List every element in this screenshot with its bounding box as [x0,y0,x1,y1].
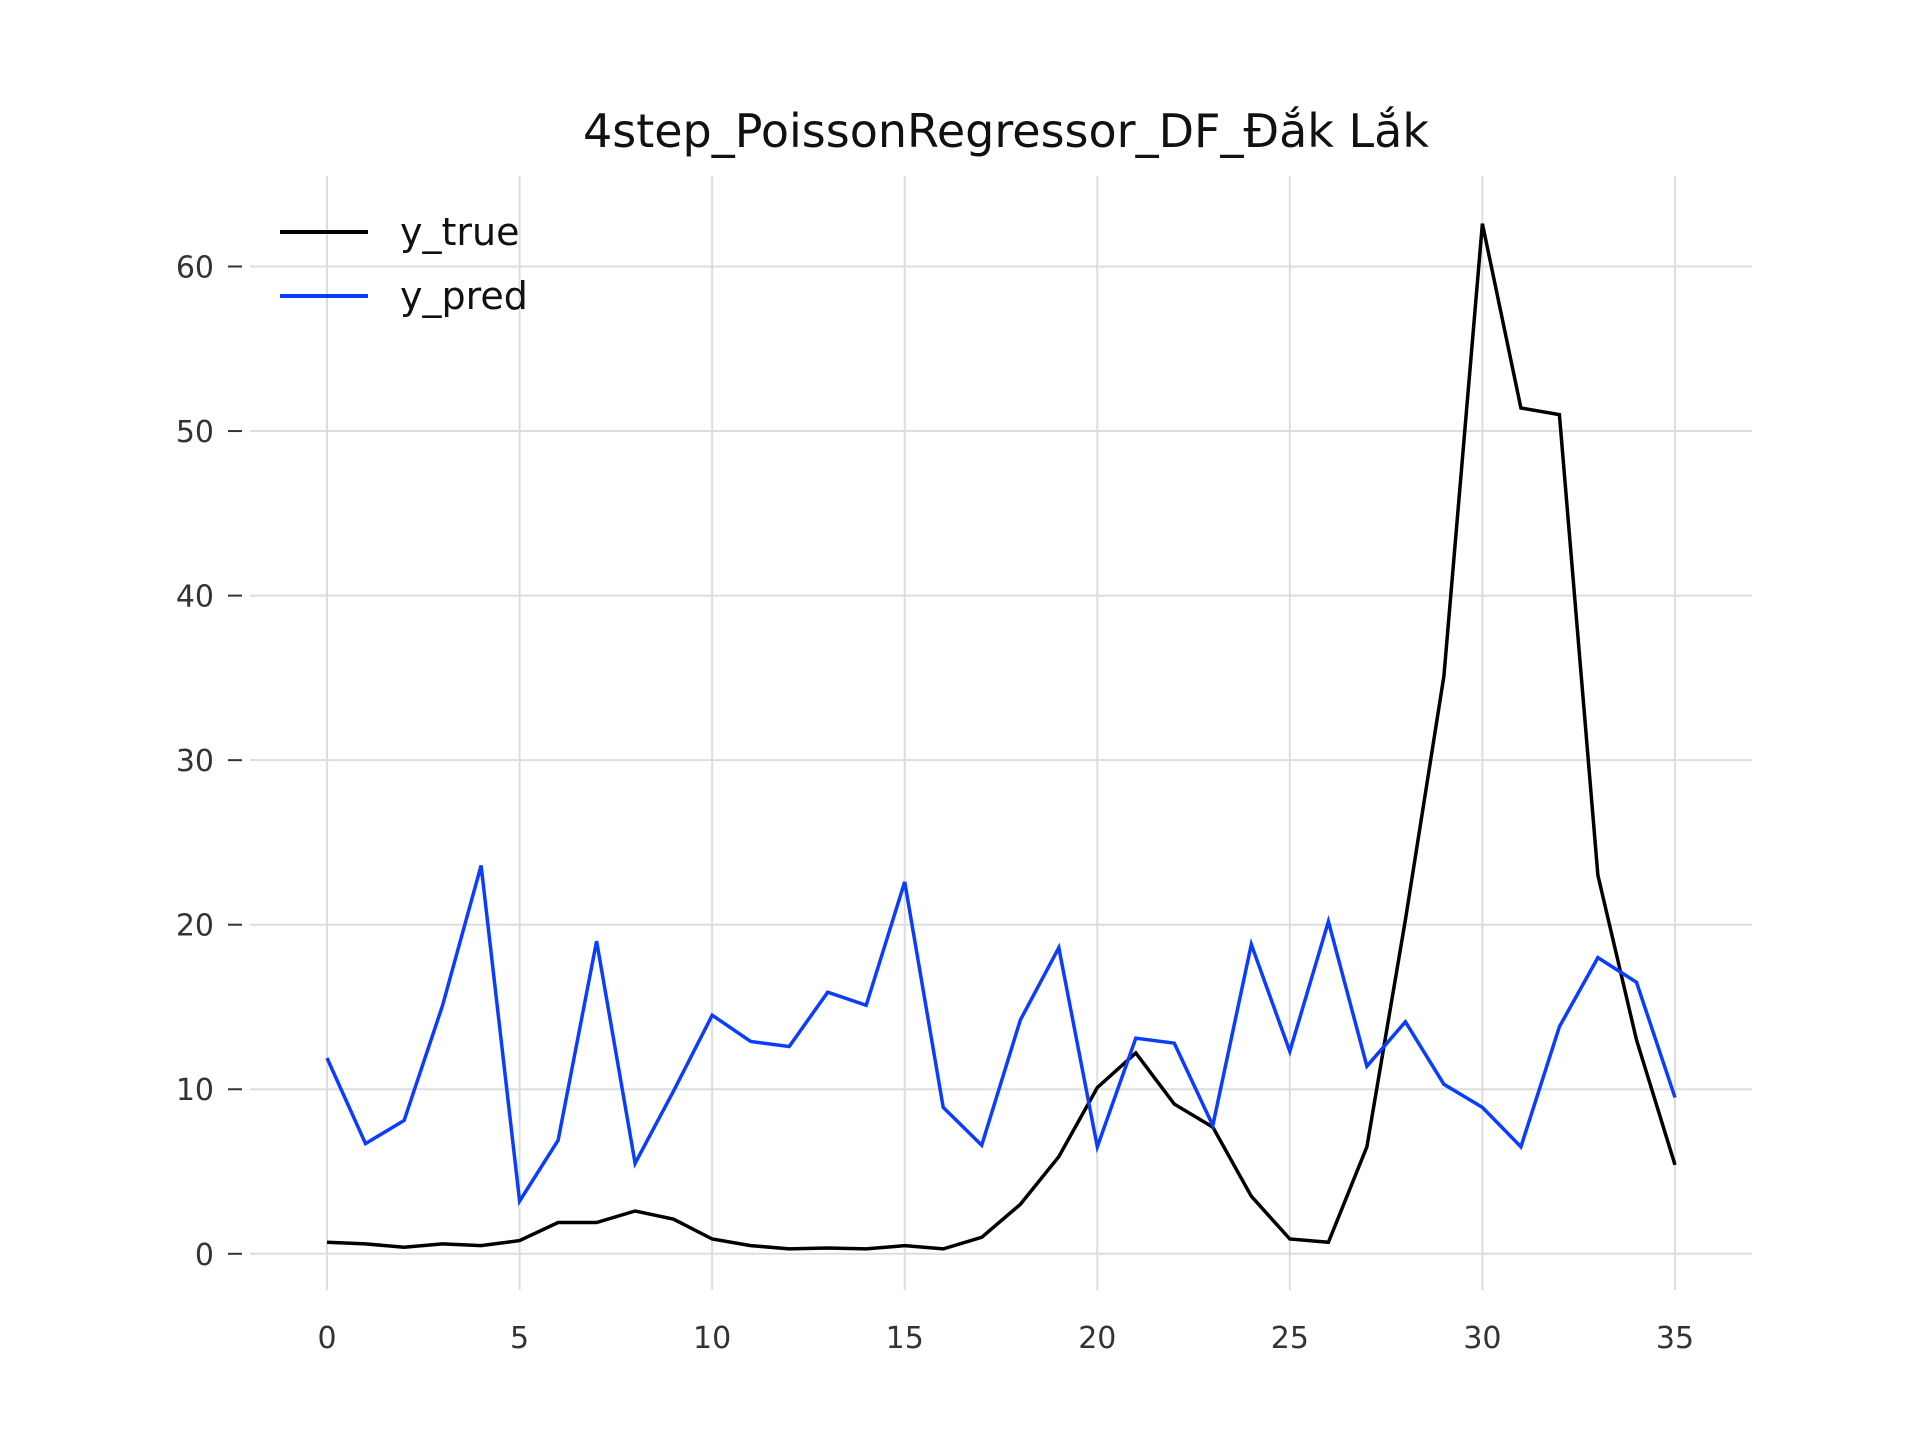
y-tick-label: 0 [195,1238,214,1273]
legend-label: y_pred [400,274,528,318]
x-tick-label: 20 [1078,1321,1116,1356]
x-tick-label: 30 [1463,1321,1501,1356]
y-tick-label: 20 [176,909,214,944]
y-tick-label: 10 [176,1073,214,1108]
series-group [325,223,1677,1251]
y-tick-label: 40 [176,580,214,615]
axes: 0 5 10 15 20 25 30 35 0 10 20 30 40 50 60 [176,251,1694,1356]
grid [250,176,1752,1290]
x-tick-label: 15 [886,1321,924,1356]
legend: y_true y_pred [280,210,528,318]
x-tick-label: 25 [1271,1321,1309,1356]
chart-title: 4step_PoissonRegressor_DF_Đắk Lắk [583,104,1429,158]
x-tick-label: 10 [693,1321,731,1356]
legend-label: y_true [400,210,519,254]
series-line-y-pred [325,865,1677,1207]
y-tick-label: 60 [176,251,214,286]
x-tick-label: 0 [317,1321,336,1356]
x-tick-label: 5 [510,1321,529,1356]
series-line-y-true [326,223,1677,1251]
y-tick-label: 30 [176,744,214,779]
y-tick-label: 50 [176,415,214,450]
x-tick-label: 35 [1656,1321,1694,1356]
